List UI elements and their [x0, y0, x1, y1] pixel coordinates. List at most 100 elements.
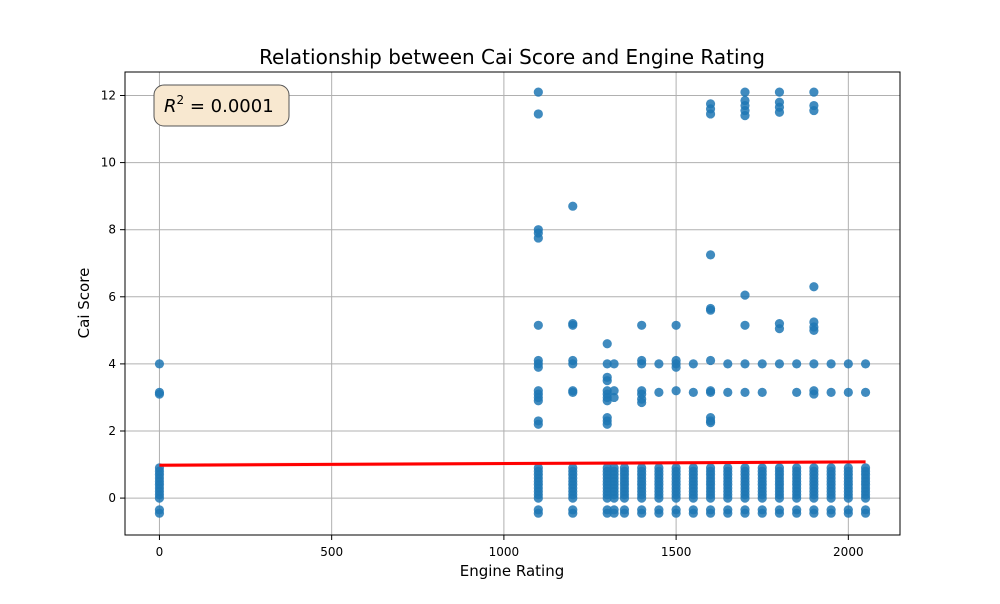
- data-point: [637, 320, 647, 330]
- data-point: [602, 339, 612, 349]
- regression-line: [159, 460, 866, 467]
- data-point: [568, 505, 578, 515]
- data-point: [809, 463, 819, 473]
- data-point: [688, 387, 698, 398]
- data-point: [609, 359, 619, 369]
- data-point: [705, 305, 716, 315]
- data-point: [809, 505, 819, 515]
- y-tick-label: 6: [108, 290, 116, 304]
- data-point: [792, 463, 802, 473]
- data-point: [568, 387, 578, 398]
- data-point: [688, 359, 698, 369]
- data-point: [826, 505, 836, 515]
- data-point: [533, 87, 543, 97]
- data-point: [602, 376, 612, 386]
- regression-line-group: [159, 460, 866, 467]
- data-point: [705, 109, 716, 119]
- data-point: [533, 505, 543, 515]
- data-point: [154, 387, 165, 398]
- data-point: [654, 359, 664, 369]
- data-point: [723, 387, 733, 398]
- plot-frame: [124, 71, 901, 536]
- data-point: [826, 359, 836, 369]
- data-point: [705, 463, 716, 473]
- y-tick-label: 12: [101, 88, 116, 102]
- chart-title: Relationship between Cai Score and Engin…: [259, 45, 765, 69]
- data-point: [809, 282, 819, 292]
- data-point: [705, 387, 716, 398]
- data-point: [723, 463, 733, 473]
- data-point: [809, 359, 819, 369]
- data-point: [740, 87, 750, 97]
- data-point: [809, 325, 819, 335]
- y-tick-label: 2: [108, 424, 116, 438]
- data-point: [671, 362, 681, 372]
- data-point: [533, 320, 543, 330]
- annotation-r: R: [164, 96, 177, 117]
- data-point: [774, 324, 785, 334]
- data-point: [774, 463, 785, 473]
- data-point: [637, 397, 647, 408]
- data-point: [637, 359, 647, 369]
- data-point: [533, 396, 543, 406]
- data-point: [533, 362, 543, 372]
- x-tick-label: 2000: [833, 545, 864, 559]
- data-point: [774, 87, 785, 97]
- y-tick-label: 8: [108, 223, 116, 237]
- data-point: [654, 463, 664, 473]
- data-point: [740, 463, 750, 473]
- data-point: [740, 505, 750, 515]
- data-point: [533, 463, 543, 473]
- data-point: [705, 505, 716, 515]
- data-point: [826, 463, 836, 473]
- data-point: [671, 505, 681, 515]
- data-point: [740, 290, 750, 300]
- data-point: [860, 463, 871, 473]
- data-point: [619, 463, 630, 473]
- data-point: [609, 505, 619, 515]
- data-point: [619, 505, 630, 515]
- data-point: [671, 320, 681, 330]
- data-point: [723, 505, 733, 515]
- x-axis-ticks: 0 500 1000 1500 2000: [156, 535, 864, 559]
- data-point: [602, 359, 612, 369]
- data-point: [809, 105, 819, 116]
- data-point: [533, 233, 543, 243]
- data-point: [774, 505, 785, 515]
- data-point: [809, 87, 819, 97]
- y-tick-label: 0: [108, 491, 116, 505]
- data-point: [533, 419, 543, 429]
- data-point: [740, 387, 750, 398]
- data-point: [757, 505, 767, 515]
- data-point: [792, 505, 802, 515]
- data-point: [740, 320, 750, 330]
- x-tick-label: 1500: [661, 545, 692, 559]
- scatter-points: [154, 87, 871, 518]
- y-axis-ticks: 0 2 4 6 8 10 12: [101, 88, 125, 505]
- data-point: [602, 396, 612, 406]
- data-point: [757, 359, 767, 369]
- data-point: [654, 387, 664, 398]
- y-tick-label: 4: [108, 357, 116, 371]
- data-point: [792, 359, 802, 369]
- x-tick-label: 500: [320, 545, 343, 559]
- data-point: [671, 386, 681, 396]
- data-point: [609, 386, 619, 396]
- data-point: [568, 201, 578, 211]
- data-point: [637, 463, 647, 473]
- data-point: [774, 359, 785, 369]
- data-point: [774, 107, 785, 117]
- data-point: [568, 359, 578, 369]
- x-tick-label: 1000: [489, 545, 520, 559]
- data-point: [740, 359, 750, 369]
- data-point: [705, 250, 716, 260]
- data-point: [792, 387, 802, 398]
- data-point: [154, 359, 165, 369]
- data-point: [705, 418, 716, 428]
- data-point: [809, 389, 819, 399]
- annotation-box: [153, 84, 290, 127]
- data-point: [843, 463, 853, 473]
- data-point: [843, 359, 853, 369]
